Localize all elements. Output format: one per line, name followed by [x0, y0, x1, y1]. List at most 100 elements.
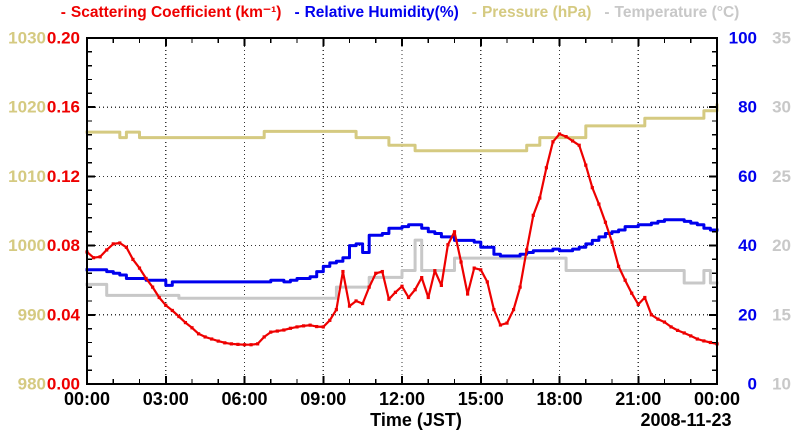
data-point [459, 260, 463, 264]
temperature-tick-label: 25 [772, 167, 791, 186]
data-point [662, 320, 667, 324]
data-point [538, 196, 542, 200]
data-point [564, 135, 568, 139]
gridlines [87, 38, 717, 384]
data-point [636, 302, 640, 307]
data-point [269, 330, 273, 334]
pressure-tick-label: 980 [18, 375, 46, 394]
humidity-tick-label: 80 [738, 98, 757, 117]
data-point [708, 340, 713, 345]
data-point [347, 304, 352, 308]
pressure-tick-label: 1000 [8, 236, 46, 255]
data-point [321, 325, 325, 329]
data-point [367, 285, 371, 289]
data-point [571, 139, 575, 143]
data-point [446, 243, 450, 247]
data-point [262, 335, 266, 339]
data-point [256, 342, 260, 346]
data-point [183, 320, 188, 325]
legend-label-pressure: Pressure (hPa) [481, 4, 592, 21]
data-point [669, 325, 673, 329]
humidity-tick-label: 40 [738, 236, 757, 255]
data-point [676, 328, 680, 332]
x-tick-label: 00:00 [694, 389, 740, 409]
temperature-tick-label: 30 [772, 98, 791, 117]
legend-dash-scattering: - [60, 4, 66, 21]
x-tick-label: 15:00 [458, 389, 504, 409]
data-point [295, 325, 299, 329]
data-point [492, 308, 496, 312]
legend-label-temperature: Temperature (°C) [614, 4, 740, 21]
data-point [695, 337, 699, 341]
legend-dash-pressure: - [471, 4, 477, 21]
data-point [164, 303, 168, 307]
data-point [643, 295, 647, 300]
data-point [341, 269, 345, 274]
data-point [131, 257, 135, 262]
data-point [216, 339, 220, 343]
data-point [282, 328, 286, 332]
data-point [361, 301, 365, 306]
data-point [249, 343, 253, 347]
data-point [603, 220, 608, 224]
axis-labels: 0.000.040.080.120.160.209809901000101010… [8, 29, 791, 431]
legend-label-scattering: Scattering Coefficient (km⁻¹) [70, 4, 282, 21]
data-point [111, 242, 115, 246]
pressure-tick-label: 1010 [8, 167, 46, 186]
scattering-tick-label: 0.16 [47, 98, 80, 117]
series-pressure [85, 103, 719, 153]
legend-dash-temperature: - [604, 4, 610, 21]
chart-legend: - Scattering Coefficient (km⁻¹) - Relati… [0, 3, 800, 23]
temperature-tick-label: 20 [772, 236, 791, 255]
data-point [551, 140, 555, 144]
data-point [98, 255, 102, 259]
axis-ticks [86, 37, 718, 385]
data-point [124, 245, 128, 249]
scattering-tick-label: 0.20 [47, 29, 80, 48]
scattering-tick-label: 0.00 [47, 375, 80, 394]
data-point [689, 334, 693, 338]
data-point [151, 285, 155, 289]
temperature-tick-label: 35 [772, 29, 791, 48]
scattering-tick-label: 0.12 [47, 167, 80, 186]
data-point [610, 240, 614, 244]
data-point [656, 317, 660, 321]
data-point [328, 318, 332, 322]
data-point [525, 248, 529, 252]
data-point [190, 326, 194, 330]
legend-dash-humidity: - [294, 4, 300, 21]
data-point [308, 323, 312, 327]
data-point [334, 308, 338, 312]
x-tick-label: 06:00 [221, 389, 267, 409]
data-point [557, 132, 562, 136]
legend-label-humidity: Relative Humidity(%) [304, 4, 459, 21]
data-point [242, 343, 247, 347]
data-point [393, 290, 398, 294]
temperature-tick-label: 10 [772, 375, 791, 394]
data-point [433, 269, 437, 273]
x-tick-label: 00:00 [64, 389, 110, 409]
series-humidity [85, 218, 719, 287]
data-point [380, 269, 384, 274]
series-group [85, 103, 719, 347]
pressure-tick-label: 1030 [8, 29, 46, 48]
x-tick-label: 18:00 [536, 389, 582, 409]
data-point [157, 295, 161, 300]
data-point [400, 284, 404, 288]
data-point [203, 335, 207, 339]
data-point [196, 332, 201, 336]
data-point [498, 323, 503, 327]
data-point [452, 230, 457, 234]
data-point [511, 308, 516, 312]
data-point [426, 295, 430, 300]
x-tick-label: 12:00 [379, 389, 425, 409]
x-tick-label: 21:00 [615, 389, 661, 409]
date-label: 2008-11-23 [640, 410, 731, 430]
data-point [137, 266, 142, 270]
data-point [105, 248, 109, 252]
pressure-tick-label: 990 [18, 305, 46, 324]
data-point [518, 285, 522, 289]
scattering-tick-label: 0.08 [47, 236, 80, 255]
scattering-tick-label: 0.04 [47, 305, 81, 324]
